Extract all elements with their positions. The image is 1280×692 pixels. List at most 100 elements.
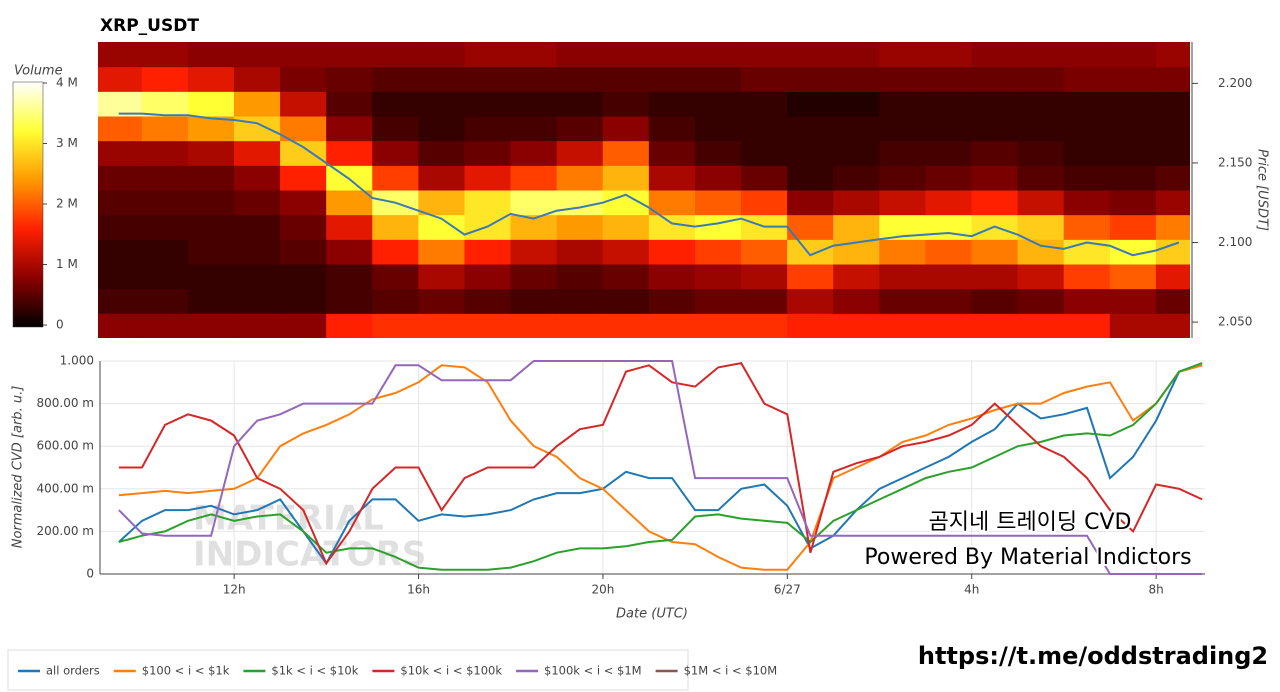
heatmap-cell <box>787 190 834 216</box>
heatmap-cell <box>187 66 235 92</box>
legend-label: $100k < i < $1M <box>544 664 642 678</box>
heatmap-cell <box>98 42 143 68</box>
heatmap-cell <box>418 264 465 290</box>
y-axis-title: Price [USDT] <box>1255 149 1270 231</box>
heatmap-cell <box>1017 264 1065 290</box>
heatmap-cell <box>141 116 189 142</box>
heatmap-cell <box>602 288 650 314</box>
heatmap-cell <box>187 214 235 240</box>
heatmap-cell <box>1017 140 1065 166</box>
heatmap-cell <box>1109 190 1157 216</box>
y-tick-label: 800.00 m <box>37 396 95 410</box>
heatmap-cell <box>464 91 512 117</box>
heatmap-cell <box>233 313 281 338</box>
annotation: Powered By Material Indictors <box>864 545 1191 570</box>
heatmap-cell <box>326 190 373 216</box>
heatmap-cell <box>602 116 650 142</box>
colorbar <box>12 81 44 328</box>
heatmap-cell <box>141 288 189 314</box>
heatmap-cell <box>372 264 419 290</box>
heatmap-cell <box>141 66 189 92</box>
x-tick-label: 12h <box>223 583 246 597</box>
heatmap-cell <box>971 239 1019 265</box>
heatmap-cell <box>556 264 604 290</box>
heatmap-cell <box>833 116 880 142</box>
heatmap-cell <box>1155 66 1190 92</box>
heatmap-cell <box>925 239 973 265</box>
heatmap-cell <box>510 91 558 117</box>
heatmap-cell <box>98 214 143 240</box>
heatmap-cell <box>326 91 373 117</box>
heatmap-cell <box>694 140 742 166</box>
heatmap-cell <box>1017 288 1065 314</box>
heatmap-cell <box>98 313 143 338</box>
y-tick-label: 2.200 <box>1218 76 1252 90</box>
heatmap-cell <box>602 190 650 216</box>
x-tick-label: 20h <box>592 583 615 597</box>
y-tick-label: 1.000 <box>60 354 94 368</box>
heatmap-cell <box>510 140 558 166</box>
heatmap-cell <box>556 239 604 265</box>
heatmap-cell <box>694 42 742 68</box>
heatmap-cell <box>1017 214 1065 240</box>
heatmap-cell <box>925 42 973 68</box>
heatmap-cell <box>326 239 373 265</box>
heatmap-cell <box>879 165 926 191</box>
heatmap-cell <box>233 264 281 290</box>
y-tick-label: 2.050 <box>1218 315 1252 329</box>
heatmap-cell <box>187 313 235 338</box>
heatmap-cell <box>141 42 189 68</box>
heatmap-cell <box>372 313 419 338</box>
legend-label: $1M < i < $10M <box>684 664 778 678</box>
annotation: 곰지네 트레이딩 CVD <box>928 510 1131 535</box>
series-line <box>118 361 1203 566</box>
heatmap-cell <box>648 116 696 142</box>
y-tick-label: 200.00 m <box>37 524 95 538</box>
heatmap-cell <box>971 91 1019 117</box>
colorbar-tick-label: 1 M <box>56 257 78 271</box>
heatmap-cell <box>694 190 742 216</box>
heatmap-cell <box>233 66 281 92</box>
watermark: MATERIAL <box>193 499 384 539</box>
heatmap-cell <box>1063 313 1111 338</box>
heatmap-cell <box>648 66 696 92</box>
heatmap-cell <box>925 264 973 290</box>
heatmap-cell <box>372 91 419 117</box>
heatmap-cell <box>464 288 512 314</box>
heatmap-cell <box>833 91 880 117</box>
heatmap-cell <box>648 190 696 216</box>
heatmap-cell <box>879 42 926 68</box>
heatmap-cell <box>694 313 742 338</box>
heatmap-cell <box>464 66 512 92</box>
heatmap-cell <box>233 165 281 191</box>
annotation: https://t.me/oddstrading2 <box>918 642 1268 670</box>
heatmap-cell <box>1155 239 1190 265</box>
heatmap-cell <box>1109 116 1157 142</box>
series-line <box>118 360 1203 575</box>
heatmap-cell <box>556 313 604 338</box>
heatmap-cell <box>971 288 1019 314</box>
heatmap-cell <box>971 165 1019 191</box>
cvd-panel: 0 200.00 m 400.00 m 600.00 m 800.00 m 1.000 12… <box>37 354 1205 597</box>
heatmap-cell <box>1155 214 1190 240</box>
heatmap-cell <box>1063 190 1111 216</box>
heatmap-cell <box>326 116 373 142</box>
heatmap-cell <box>787 264 834 290</box>
heatmap-cell <box>510 190 558 216</box>
heatmap-cell <box>1109 91 1157 117</box>
heatmap-cell <box>833 214 880 240</box>
heatmap-cell <box>233 116 281 142</box>
heatmap-cell <box>1017 239 1065 265</box>
heatmap-cell <box>648 288 696 314</box>
heatmap-cell <box>741 190 788 216</box>
heatmap-cell <box>741 116 788 142</box>
heatmap-cell <box>418 165 465 191</box>
heatmap-cell <box>925 288 973 314</box>
heatmap-cell <box>98 91 143 117</box>
legend-label: all orders <box>46 664 100 678</box>
heatmap-cell <box>925 91 973 117</box>
heatmap-cell <box>418 116 465 142</box>
y-tick-label: 0 <box>86 567 94 581</box>
heatmap-cell <box>98 66 143 92</box>
